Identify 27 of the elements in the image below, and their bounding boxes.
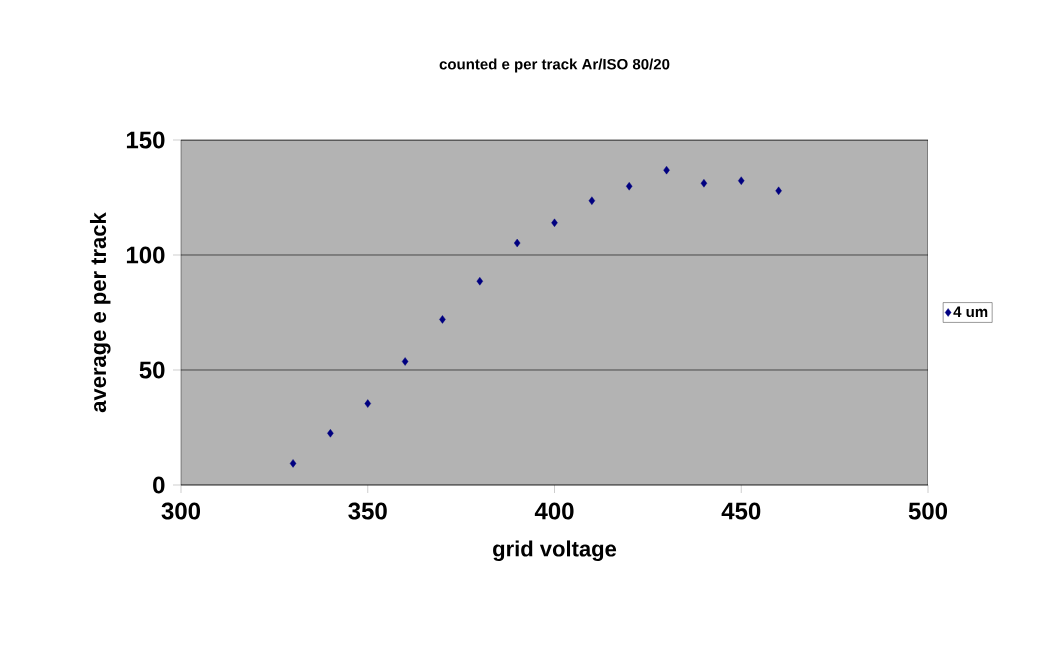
point <box>775 186 782 196</box>
point <box>513 238 521 248</box>
point <box>364 399 371 408</box>
chart-title: counted e per track Ar/ISO 80/20 <box>439 58 670 73</box>
x-tick-label: 400 <box>534 502 574 520</box>
point <box>289 459 297 468</box>
x-tick-label: 450 <box>721 502 761 520</box>
point <box>401 357 409 366</box>
point <box>551 218 558 227</box>
point <box>663 165 670 175</box>
point <box>588 196 596 205</box>
x-tick-label: 500 <box>908 502 948 520</box>
point <box>439 315 446 324</box>
point <box>327 429 334 438</box>
point <box>626 182 633 191</box>
point <box>700 179 708 188</box>
x-tick-label: 350 <box>348 502 387 520</box>
point <box>476 277 484 286</box>
y-tick-label: 100 <box>126 246 165 264</box>
y-axis-title: average e per track <box>89 212 111 413</box>
y-tick-label: 50 <box>139 361 165 379</box>
point <box>738 176 745 185</box>
y-tick-label: 0 <box>153 476 165 494</box>
x-tick-label: 300 <box>161 502 201 520</box>
x-axis-title: grid voltage <box>493 540 617 562</box>
legend-label: 4 um <box>953 306 988 318</box>
y-tick-label: 150 <box>126 131 165 149</box>
